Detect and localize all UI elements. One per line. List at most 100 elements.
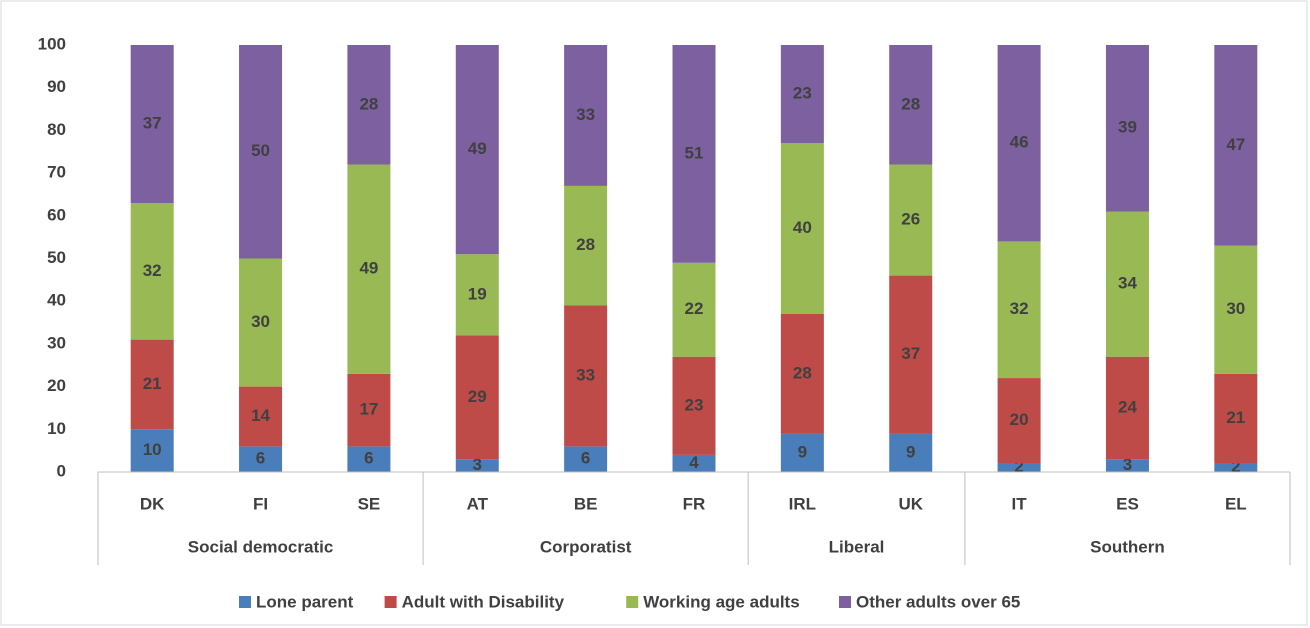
bar-segment <box>239 45 283 259</box>
y-tick-label: 10 <box>47 419 66 438</box>
data-label: 2 <box>1014 457 1023 476</box>
data-label: 17 <box>359 400 378 419</box>
bar-segment <box>239 386 283 447</box>
group-label: Corporatist <box>540 537 632 556</box>
legend-label: Lone parent <box>256 592 354 611</box>
x-tick-label: FR <box>683 494 706 513</box>
legend-label: Working age adults <box>643 592 800 611</box>
data-label: 49 <box>468 139 487 158</box>
bar-segment <box>455 335 499 460</box>
bar-segment <box>1105 459 1149 472</box>
bar-segment <box>1105 45 1149 212</box>
y-tick-label: 0 <box>57 461 66 480</box>
data-label: 33 <box>576 365 595 384</box>
bar-segment <box>130 45 174 203</box>
data-label: 49 <box>359 259 378 278</box>
y-tick-label: 50 <box>47 248 66 267</box>
y-tick-label: 40 <box>47 291 66 310</box>
data-label: 47 <box>1226 135 1245 154</box>
data-label: 3 <box>1123 455 1132 474</box>
data-label: 46 <box>1010 133 1029 152</box>
data-label: 6 <box>256 449 265 468</box>
bar-segment <box>239 446 283 472</box>
bar-segment <box>997 463 1041 472</box>
data-label: 24 <box>1118 397 1137 416</box>
bar-segment <box>780 143 824 315</box>
bar-segment <box>455 459 499 472</box>
bar-segment <box>347 164 391 374</box>
y-tick-label: 30 <box>47 333 66 352</box>
data-label: 37 <box>901 344 920 363</box>
bar-segment <box>672 45 716 263</box>
data-label: 19 <box>468 284 487 303</box>
y-tick-label: 20 <box>47 376 66 395</box>
y-tick-label: 80 <box>47 120 66 139</box>
data-label: 20 <box>1010 410 1029 429</box>
data-label: 14 <box>251 406 270 425</box>
y-tick-label: 90 <box>47 77 66 96</box>
bar-segment <box>997 45 1041 242</box>
data-label: 51 <box>685 143 704 162</box>
bar-segment <box>889 164 933 276</box>
data-label: 28 <box>901 94 920 113</box>
bar-segment <box>1105 356 1149 460</box>
bar-segment <box>455 254 499 336</box>
x-tick-label: AT <box>467 494 489 513</box>
bar-segment <box>1214 373 1258 464</box>
bar-segment <box>347 446 391 472</box>
data-label: 21 <box>1226 408 1245 427</box>
x-tick-label: EL <box>1225 494 1247 513</box>
group-label: Social democratic <box>188 537 334 556</box>
data-label: 30 <box>1226 299 1245 318</box>
bar-segment <box>347 373 391 447</box>
y-tick-label: 70 <box>47 163 66 182</box>
x-tick-label: DK <box>140 494 165 513</box>
bar-segment <box>564 305 608 447</box>
data-label: 23 <box>685 395 704 414</box>
bar-segment <box>130 429 174 472</box>
x-tick-label: ES <box>1116 494 1139 513</box>
bar-segment <box>780 314 824 434</box>
bar-segment <box>1214 45 1258 246</box>
bar-segment <box>564 446 608 472</box>
x-tick-label: SE <box>358 494 381 513</box>
data-label: 28 <box>576 235 595 254</box>
bar-segment <box>672 454 716 472</box>
x-tick-label: FI <box>253 494 268 513</box>
data-label: 2 <box>1231 457 1240 476</box>
bar-segment <box>455 45 499 255</box>
bar-segment <box>1105 211 1149 357</box>
legend-swatch <box>384 596 397 608</box>
data-label: 39 <box>1118 118 1137 137</box>
bar-segment <box>130 339 174 430</box>
data-label: 6 <box>364 449 373 468</box>
bar-segment <box>564 45 608 186</box>
data-label: 33 <box>576 105 595 124</box>
legend-label: Adult with Disability <box>402 592 565 611</box>
bar-segment <box>889 45 933 165</box>
data-label: 3 <box>473 455 482 474</box>
bar-segment <box>997 241 1041 379</box>
bar-segment <box>997 378 1041 464</box>
x-tick-label: UK <box>898 494 923 513</box>
x-tick-label: IT <box>1012 494 1028 513</box>
bar-segment <box>1214 463 1258 472</box>
data-label: 28 <box>793 363 812 382</box>
bar-segment <box>130 202 174 340</box>
bar-segment <box>780 433 824 472</box>
data-label: 32 <box>143 261 162 280</box>
data-label: 9 <box>798 442 807 461</box>
bar-segment <box>239 258 283 387</box>
group-label: Southern <box>1090 537 1165 556</box>
y-tick-label: 100 <box>38 34 66 53</box>
data-label: 22 <box>685 299 704 318</box>
data-label: 34 <box>1118 274 1137 293</box>
bar-segment <box>672 262 716 357</box>
x-tick-label: BE <box>574 494 598 513</box>
bar-segment <box>889 275 933 434</box>
data-label: 21 <box>143 374 162 393</box>
data-label: 9 <box>906 442 915 461</box>
y-tick-label: 60 <box>47 205 66 224</box>
bar-segment <box>564 185 608 306</box>
